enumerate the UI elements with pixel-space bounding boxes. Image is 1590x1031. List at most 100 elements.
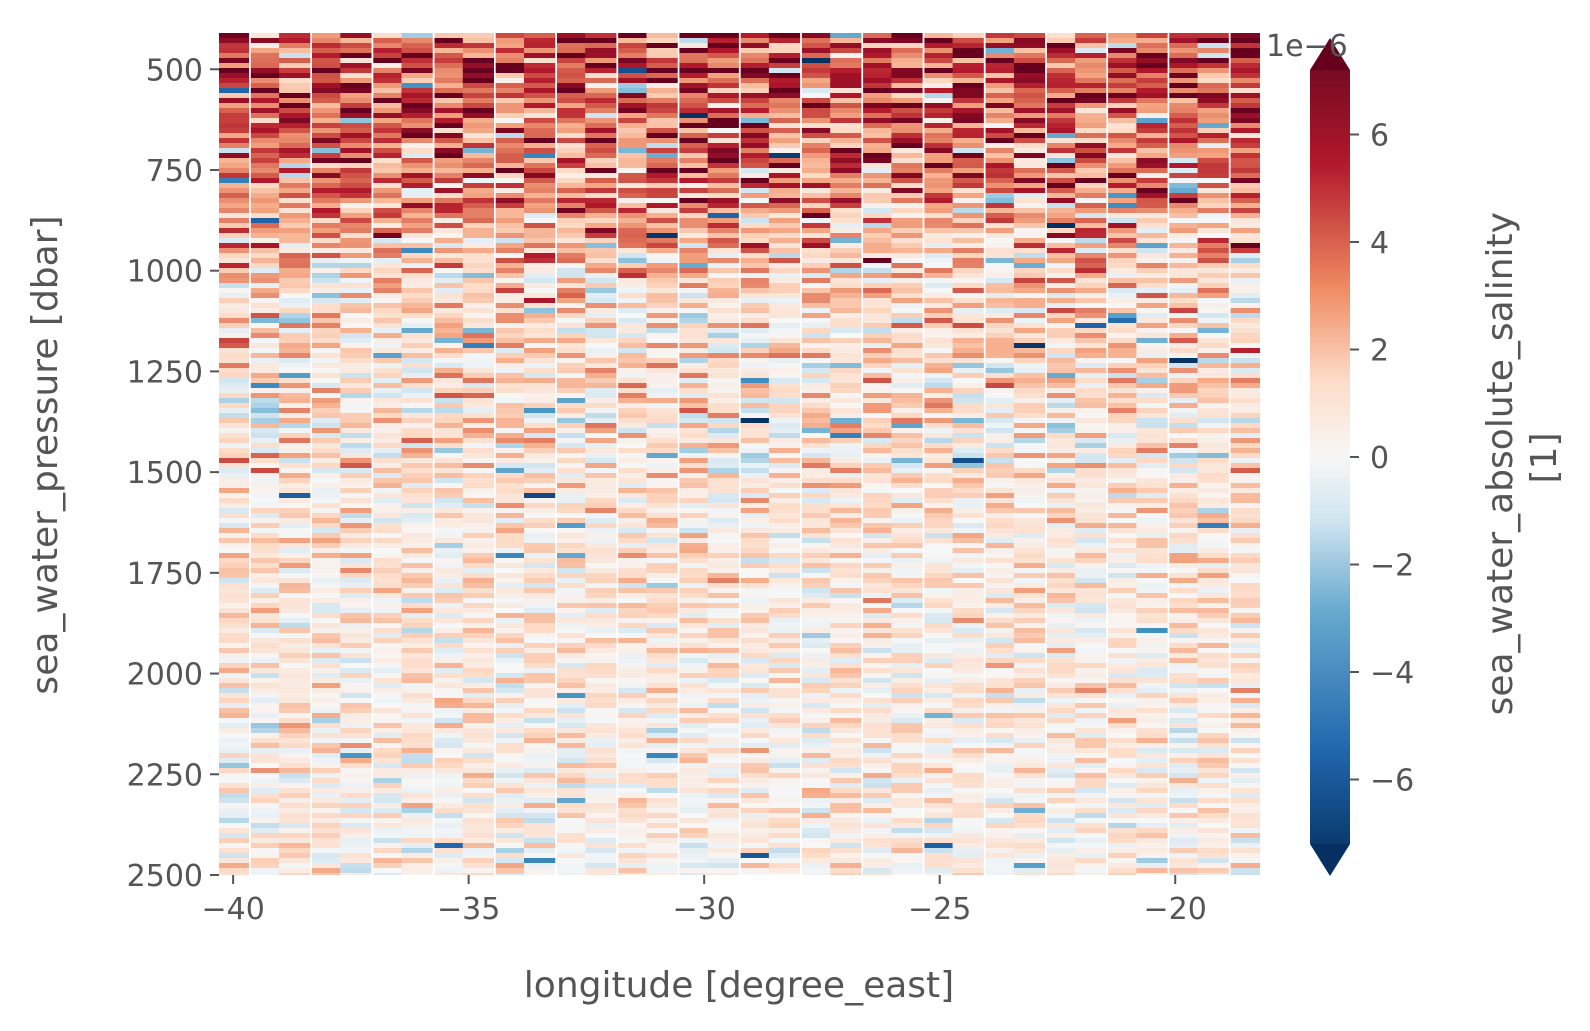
heatmap-cell [279, 763, 311, 769]
heatmap-cell [830, 543, 862, 549]
heatmap-cell [312, 298, 344, 304]
heatmap-cell [340, 803, 372, 809]
heatmap-cell [768, 48, 801, 54]
heatmap-cell [462, 713, 494, 719]
heatmap-cell [863, 73, 895, 79]
heatmap-cell [434, 268, 466, 274]
heatmap-cell [891, 603, 923, 609]
heatmap-cell [495, 248, 527, 254]
heatmap-cell [618, 78, 650, 84]
heatmap-cell [495, 568, 527, 574]
heatmap-cell [830, 403, 862, 409]
heatmap-cell [801, 338, 834, 344]
heatmap-cell [646, 598, 678, 604]
heatmap-cell [373, 768, 405, 774]
heatmap-cell [830, 553, 862, 559]
heatmap-cell [250, 708, 282, 714]
heatmap-cell [434, 333, 466, 339]
heatmap-cell [434, 588, 466, 594]
heatmap-cell [740, 498, 772, 504]
heatmap-cell [1046, 728, 1079, 734]
heatmap-cell [768, 518, 801, 524]
heatmap-cell [250, 853, 282, 859]
heatmap-cell [891, 338, 923, 344]
heatmap-cell [340, 653, 372, 659]
heatmap-cell [863, 473, 895, 479]
heatmap-cell [1046, 693, 1079, 699]
heatmap-cell [250, 98, 282, 104]
heatmap-cell [373, 573, 405, 579]
heatmap-cell [618, 488, 650, 494]
heatmap-cell [219, 643, 249, 649]
heatmap-cell [801, 708, 834, 714]
heatmap-cell [768, 423, 801, 429]
heatmap-cell [952, 288, 984, 294]
heatmap-cell [924, 488, 956, 494]
heatmap-cell [312, 483, 344, 489]
heatmap-cell [801, 133, 834, 139]
heatmap-cell [891, 858, 923, 864]
heatmap-cell [495, 118, 527, 124]
heatmap-cell [707, 238, 739, 244]
heatmap-cell [1046, 578, 1079, 584]
heatmap-cell [462, 498, 494, 504]
heatmap-cell [373, 783, 405, 789]
heatmap-cell [1075, 213, 1107, 219]
heatmap-cell [646, 243, 678, 249]
heatmap-cell [312, 588, 344, 594]
heatmap-cell [495, 223, 527, 229]
heatmap-cell [801, 668, 834, 674]
heatmap-cell [952, 273, 984, 279]
heatmap-cell [524, 308, 556, 314]
heatmap-cell [830, 58, 862, 64]
heatmap-cell [279, 668, 311, 674]
heatmap-cell [524, 828, 556, 834]
heatmap-cell [312, 853, 344, 859]
heatmap-cell [373, 568, 405, 574]
heatmap-cell [707, 358, 739, 364]
heatmap-cell [618, 808, 650, 814]
heatmap-cell [952, 443, 984, 449]
heatmap-cell [312, 873, 344, 875]
heatmap-cell [985, 168, 1017, 174]
heatmap-cell [219, 63, 249, 69]
heatmap-cell [646, 748, 678, 754]
heatmap-cell [1075, 823, 1107, 829]
heatmap-cell [495, 43, 527, 49]
heatmap-cell [312, 848, 344, 854]
heatmap-cell [646, 808, 678, 814]
heatmap-cell [801, 738, 834, 744]
heatmap-cell [646, 483, 678, 489]
heatmap-cell [434, 553, 466, 559]
heatmap-cell [952, 158, 984, 164]
heatmap-cell [863, 728, 895, 734]
heatmap-cell [495, 498, 527, 504]
heatmap-cell [740, 183, 772, 189]
heatmap-cell [1013, 198, 1046, 204]
heatmap-cell [740, 713, 772, 719]
heatmap-cell [646, 158, 678, 164]
heatmap-cell [312, 373, 344, 379]
heatmap-cell [434, 108, 466, 114]
heatmap-cell [801, 298, 834, 304]
heatmap-cell [1075, 723, 1107, 729]
heatmap-cell [495, 283, 527, 289]
heatmap-cell [434, 823, 466, 829]
heatmap-cell [585, 43, 617, 49]
heatmap-cell [924, 98, 956, 104]
heatmap-cell [401, 488, 433, 494]
heatmap-cell [1046, 203, 1079, 209]
heatmap-cell [495, 258, 527, 264]
heatmap-cell [801, 653, 834, 659]
heatmap-cell [830, 468, 862, 474]
heatmap-cell [340, 58, 372, 64]
heatmap-cell [462, 73, 494, 79]
heatmap-cell [401, 248, 433, 254]
heatmap-cell [707, 868, 739, 874]
heatmap-cell [768, 798, 801, 804]
heatmap-cell [707, 118, 739, 124]
heatmap-cell [279, 653, 311, 659]
heatmap-cell [863, 408, 895, 414]
heatmap-cell [401, 803, 433, 809]
heatmap-cell [707, 248, 739, 254]
